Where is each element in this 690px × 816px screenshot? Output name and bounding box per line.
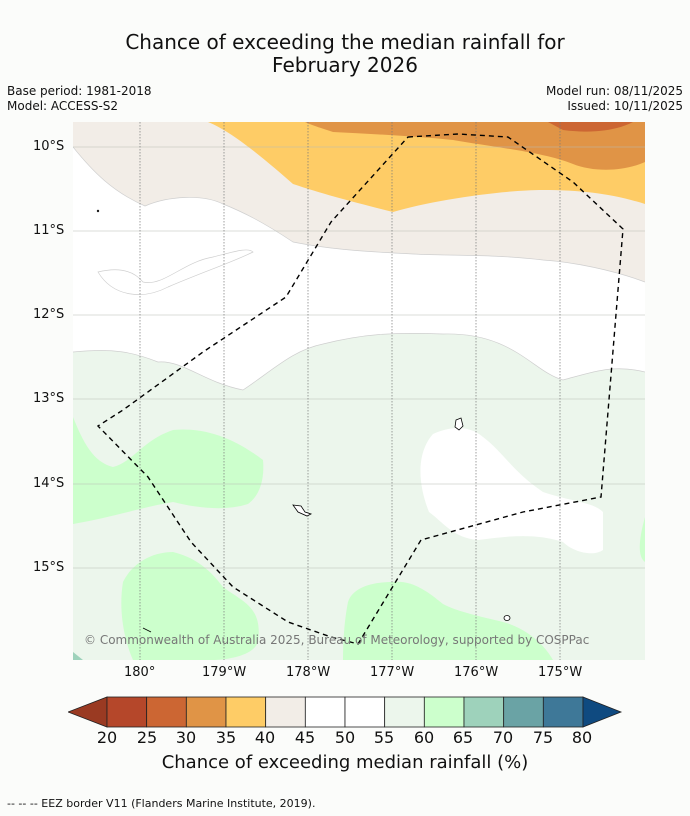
cb-tick-60: 60 (413, 728, 435, 747)
meta-left: Base period: 1981-2018 Model: ACCESS-S2 (7, 84, 152, 114)
map-title: Chance of exceeding the median rainfall … (0, 31, 690, 77)
lat-label-14S: 14°S (33, 476, 65, 491)
base-period-text: Base period: 1981-2018 (7, 84, 152, 98)
colorbar-high-arrow (582, 696, 623, 728)
zone-white-50 (73, 147, 645, 390)
colorbar (66, 696, 623, 728)
colorbar-swatch (265, 696, 306, 728)
lon-label-176W: 176°W (454, 665, 499, 680)
cb-tick-75: 75 (532, 728, 554, 747)
copyright-text: © Commonwealth of Australia 2025, Bureau… (84, 633, 590, 647)
title-line-1: Chance of exceeding the median rainfall … (125, 30, 565, 54)
contour-lines (73, 146, 645, 391)
cb-tick-20: 20 (96, 728, 118, 747)
lat-label-15S: 15°S (33, 560, 65, 575)
cb-tick-45: 45 (294, 728, 316, 747)
colorbar-swatch (384, 696, 425, 728)
lat-label-11S: 11°S (33, 223, 65, 238)
colorbar-swatch (225, 696, 267, 728)
colorbar-swatch (146, 696, 187, 728)
colorbar-label: Chance of exceeding median rainfall (%) (161, 752, 529, 773)
zone-orange-30 (305, 122, 645, 170)
zone-green-bottom-center (343, 581, 553, 660)
cb-tick-35: 35 (215, 728, 237, 747)
zone-white-patch (420, 428, 603, 554)
lat-label-12S: 12°S (33, 307, 65, 322)
island-4 (96, 209, 100, 213)
colorbar-low-arrow (66, 696, 108, 728)
colorbar-swatch (304, 696, 346, 728)
colorbar-swatches (106, 696, 584, 728)
cb-tick-55: 55 (373, 728, 395, 747)
model-text: Model: ACCESS-S2 (7, 99, 119, 113)
cb-tick-25: 25 (136, 728, 158, 747)
lon-label-177W: 177°W (370, 665, 415, 680)
cb-tick-40: 40 (254, 728, 276, 747)
cb-tick-80: 80 (571, 728, 593, 747)
lon-label-179W: 179°W (202, 665, 247, 680)
eez-border (96, 133, 624, 645)
zone-green-bottom-left (121, 552, 259, 660)
colorbar-swatch (463, 696, 505, 728)
island-2 (292, 504, 313, 517)
islands (96, 209, 511, 633)
lon-label-180: 180° (124, 665, 156, 680)
colorbar-swatch (542, 696, 584, 728)
grid-lines (73, 122, 645, 660)
cb-tick-70: 70 (492, 728, 514, 747)
cb-tick-30: 30 (175, 728, 197, 747)
lon-label-175W: 175°W (538, 665, 583, 680)
zone-teal-corner (73, 652, 83, 660)
colorbar-swatch (185, 696, 227, 728)
eez-legend-text: -- -- -- EEZ border V11 (Flanders Marine… (7, 797, 316, 810)
island-3 (503, 615, 511, 621)
colorbar-swatch (423, 696, 465, 728)
lat-label-10S: 10°S (33, 139, 65, 154)
map-svg (73, 122, 645, 660)
zone-green-left (73, 417, 264, 524)
zone-green-right-edge (639, 517, 645, 562)
colorbar-swatch (106, 696, 148, 728)
colorbar-swatch (503, 696, 544, 728)
colorbar-swatch (344, 696, 386, 728)
meta-right: Model run: 08/11/2025 Issued: 10/11/2025 (546, 84, 683, 114)
island-5 (142, 627, 152, 633)
lat-label-13S: 13°S (33, 391, 65, 406)
cb-tick-65: 65 (452, 728, 474, 747)
cb-tick-50: 50 (334, 728, 356, 747)
title-line-2: February 2026 (272, 53, 418, 77)
lon-label-178W: 178°W (286, 665, 331, 680)
issued-text: Issued: 10/11/2025 (567, 99, 683, 113)
island-1 (454, 417, 464, 431)
zone-orange-25 (548, 122, 633, 132)
colorbar-svg (66, 696, 623, 728)
map-panel: © Commonwealth of Australia 2025, Bureau… (73, 122, 645, 660)
model-run-text: Model run: 08/11/2025 (545, 84, 683, 98)
